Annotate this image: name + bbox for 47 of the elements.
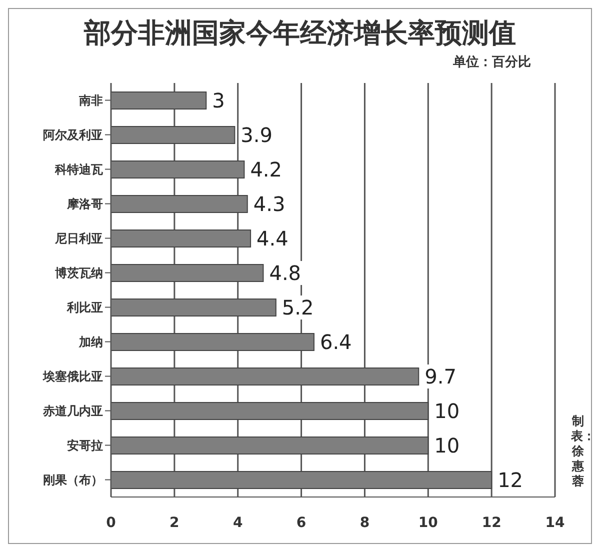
- y-tick-label: 刚果（布）: [43, 473, 103, 488]
- data-label: 4.8: [269, 261, 302, 286]
- bar: [111, 126, 236, 144]
- data-label: 10: [434, 434, 460, 458]
- bar: [111, 436, 429, 454]
- data-label: 6.4: [320, 330, 352, 354]
- y-tick-label: 科特迪瓦: [54, 162, 103, 177]
- text: 制表：徐惠蓉: [571, 414, 595, 489]
- bar: [111, 471, 492, 489]
- y-tick-label: 赤道几内亚: [42, 404, 103, 418]
- x-tick-label: 8: [360, 514, 370, 531]
- bar: [111, 195, 248, 213]
- y-tick-label: 加纳: [78, 335, 103, 350]
- data-label: 12: [498, 468, 524, 492]
- chart-title: 部分非洲国家今年经济增长率预测值: [82, 17, 517, 51]
- y-tick-label: 南非: [78, 94, 103, 108]
- y-tick-label: 摩洛哥: [66, 197, 103, 212]
- bar: [111, 298, 276, 316]
- data-label: 5.2: [282, 296, 314, 320]
- data-label: 4.3: [253, 192, 286, 216]
- y-tick-label: 安哥拉: [67, 438, 103, 453]
- y-tick-label: 埃塞俄比亚: [42, 370, 103, 384]
- chart-subtitle: 单位：百分比: [453, 54, 531, 71]
- bar: [111, 264, 264, 282]
- bar: [111, 402, 429, 420]
- bar: [111, 230, 252, 248]
- x-tick-label: 10: [418, 514, 438, 531]
- data-label: 4.2: [250, 158, 282, 182]
- data-label: 3: [212, 88, 225, 113]
- data-label: 9.7: [424, 364, 456, 389]
- y-tick-label: 阿尔及利亚: [43, 128, 103, 142]
- bar: [111, 333, 314, 351]
- x-tick-label: 2: [170, 514, 180, 531]
- bar: [111, 368, 420, 386]
- y-tick-label: 博茨瓦纳: [54, 266, 103, 280]
- x-tick-label: 6: [296, 514, 306, 531]
- x-tick-label: 4: [232, 514, 243, 531]
- bar: [111, 160, 245, 178]
- data-label: 4.4: [256, 226, 288, 251]
- y-tick-label: 尼日利亚: [54, 232, 103, 246]
- x-tick-label: 14: [545, 514, 565, 531]
- bar: [111, 92, 207, 110]
- x-tick-label: 12: [482, 514, 502, 531]
- data-label: 10: [434, 399, 460, 424]
- x-tick-label: 0: [106, 514, 116, 531]
- y-tick-label: 利比亚: [66, 300, 103, 315]
- data-label: 3.9: [240, 123, 272, 148]
